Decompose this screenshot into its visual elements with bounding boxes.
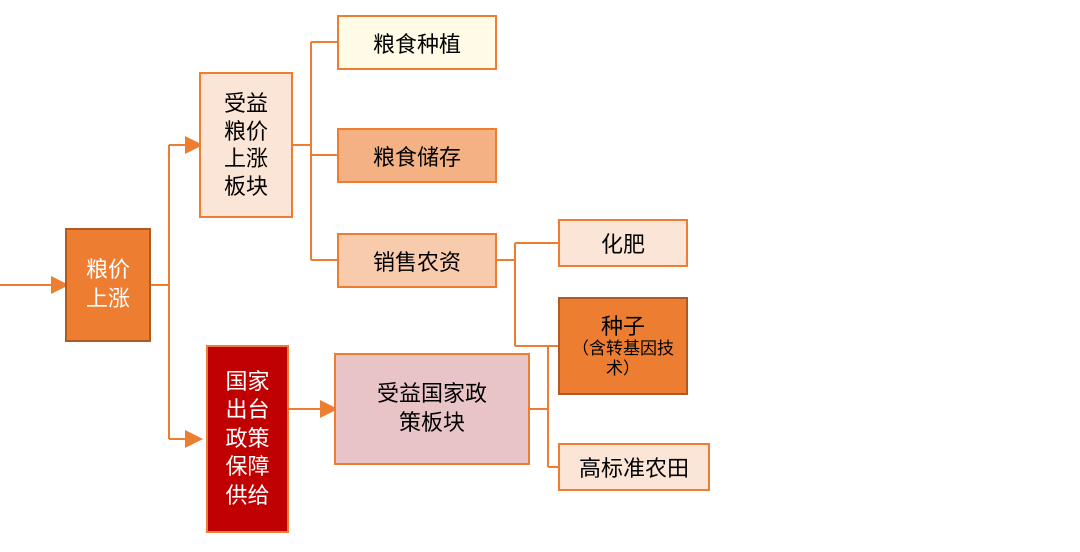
connector-layer (0, 0, 1080, 552)
node-branch1: 受益 粮价 上涨 板块 (199, 72, 293, 218)
node-leaf2-label: 粮食储存 (373, 140, 461, 172)
node-sub1-label: 化肥 (601, 227, 645, 259)
node-leaf3: 销售农资 (337, 233, 497, 288)
node-leaf1: 粮食种植 (337, 15, 497, 70)
node-sub3: 高标准农田 (558, 443, 710, 491)
node-sub2-sub: （含转基因技术） (560, 339, 686, 378)
node-root-label: 粮价 上涨 (86, 256, 130, 313)
node-branch1-label: 受益 粮价 上涨 板块 (224, 90, 268, 200)
node-sub2-main: 种子 (601, 314, 645, 339)
node-sub1: 化肥 (558, 219, 688, 267)
node-sub2: 种子 （含转基因技术） (558, 297, 688, 395)
node-leaf2: 粮食储存 (337, 128, 497, 183)
node-branch2-label: 国家 出台 政策 保障 供给 (225, 368, 269, 511)
node-branch2: 国家 出台 政策 保障 供给 (206, 345, 289, 533)
node-leaf1-label: 粮食种植 (373, 27, 461, 59)
node-leaf3-label: 销售农资 (373, 245, 461, 277)
node-root: 粮价 上涨 (65, 228, 151, 342)
node-sub3-label: 高标准农田 (579, 451, 689, 483)
node-leaf4-label: 受益国家政 策板块 (377, 380, 487, 437)
node-leaf4: 受益国家政 策板块 (334, 353, 530, 465)
